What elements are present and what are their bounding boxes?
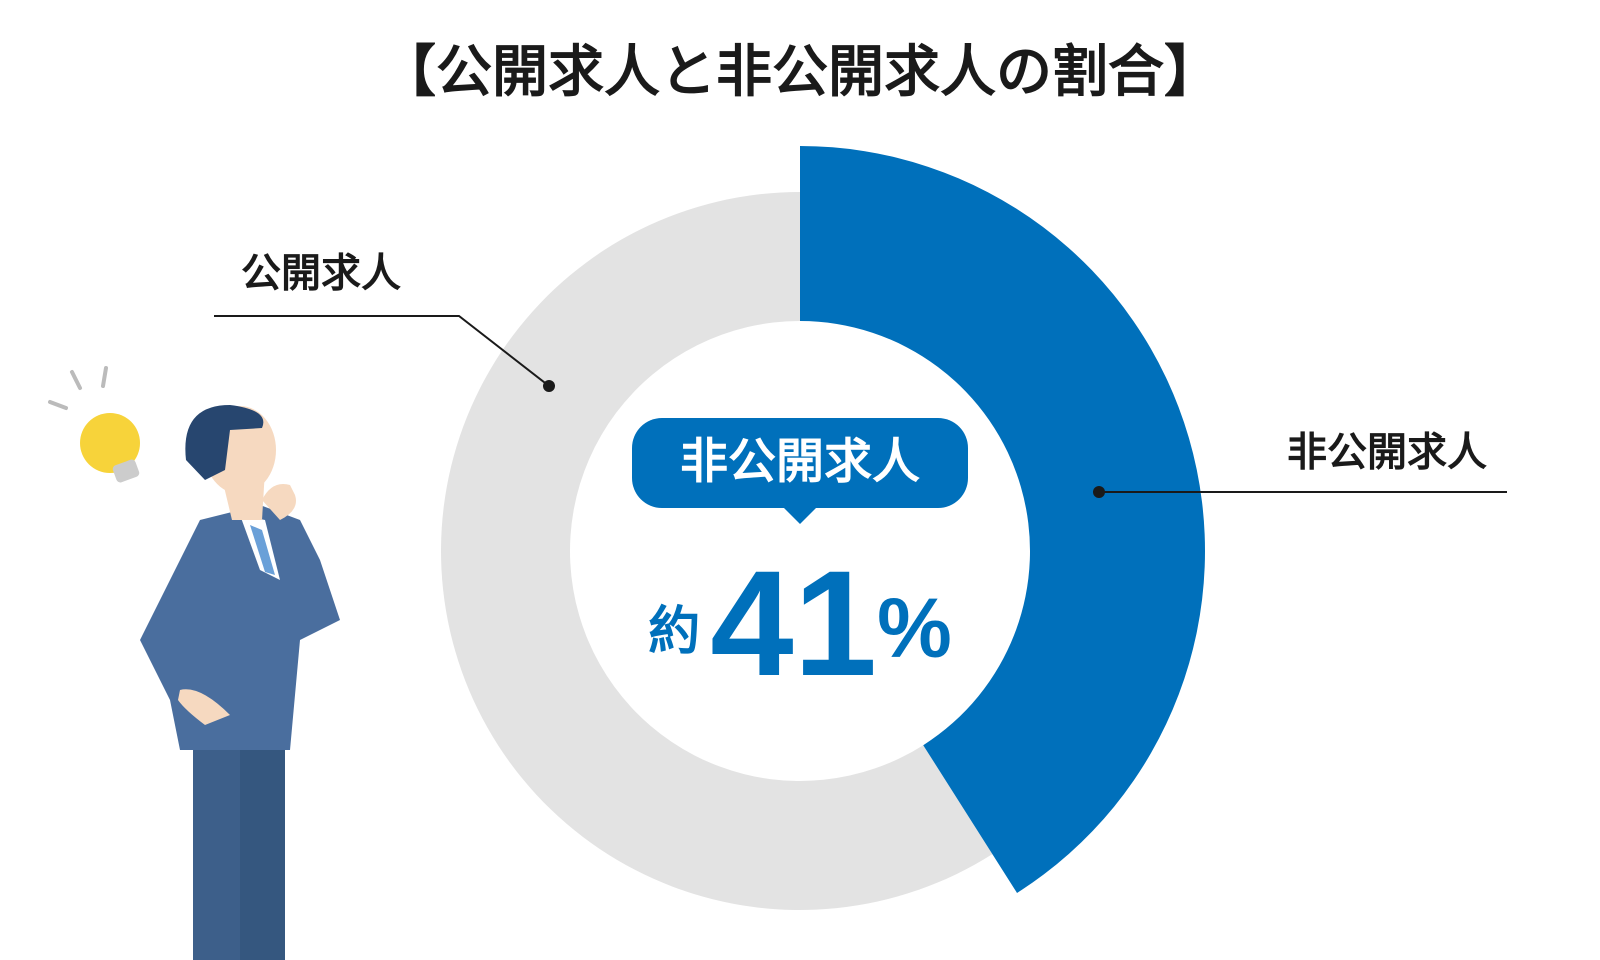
callout: 非公開求人 [632, 418, 968, 524]
donut-segment [440, 192, 993, 910]
leader-line [214, 315, 550, 387]
callout-bubble [632, 418, 968, 508]
value-label: 約41% [648, 539, 952, 707]
category-label: 非公開求人 [1287, 431, 1487, 475]
callout-pointer [782, 506, 818, 524]
category-label: 公開求人 [241, 252, 401, 296]
leader-dot [1093, 486, 1105, 498]
illustration [48, 366, 340, 960]
callout-text: 非公開求人 [680, 436, 920, 489]
donut [440, 146, 1205, 910]
leader-dot [543, 380, 555, 392]
donut-segment [800, 146, 1205, 893]
chart-title: 【公開求人と非公開求人の割合】 [380, 40, 1220, 103]
